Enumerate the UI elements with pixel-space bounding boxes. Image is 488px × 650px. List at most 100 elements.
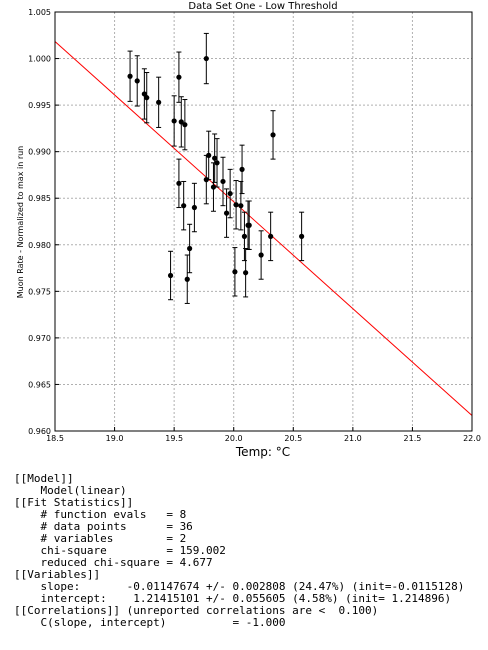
y-tick-label: 0.980 <box>28 241 51 250</box>
x-tick-label: 22.0 <box>463 434 481 443</box>
point-marker <box>233 202 239 208</box>
report-line: # data points = 36 <box>14 520 193 533</box>
point-marker <box>141 91 147 97</box>
point-marker <box>156 99 162 105</box>
point-marker <box>238 203 244 209</box>
data-point <box>176 158 182 209</box>
y-tick-label: 0.970 <box>28 334 51 343</box>
x-tick-label: 18.5 <box>46 434 64 443</box>
y-axis-label: Muon Rate - Normalized to max in run <box>16 146 25 299</box>
x-tick-label: 19.0 <box>106 434 124 443</box>
report-line: Model(linear) <box>14 484 127 497</box>
y-tick-label: 1.000 <box>28 55 51 64</box>
point-marker <box>268 233 274 239</box>
y-tick-label: 0.960 <box>28 427 51 436</box>
gridlines <box>55 12 472 431</box>
data-point <box>134 55 140 107</box>
point-marker <box>220 178 226 185</box>
point-marker <box>210 184 217 190</box>
data-point <box>187 223 193 274</box>
chart-title: Data Set One - Low Threshold <box>188 1 337 12</box>
data-point <box>127 50 133 102</box>
point-marker <box>171 118 177 124</box>
report-line: intercept: 1.21415101 +/- 0.055605 (4.58… <box>14 592 452 605</box>
point-marker <box>206 152 212 158</box>
point-marker <box>223 210 230 216</box>
point-marker <box>134 78 140 84</box>
point-marker <box>176 74 182 80</box>
data-point <box>181 180 187 231</box>
y-tick-label: 0.965 <box>28 380 51 389</box>
data-point <box>178 96 184 148</box>
data-point <box>241 211 248 262</box>
data-point <box>238 180 244 231</box>
data-point <box>239 144 245 195</box>
point-marker <box>182 122 188 128</box>
data-point <box>214 138 220 188</box>
x-tick-label: 21.0 <box>344 434 362 443</box>
y-tick-label: 0.975 <box>28 287 51 296</box>
report-line: # function evals = 8 <box>14 508 187 521</box>
data-point <box>144 72 150 124</box>
plot-frame <box>54 11 473 432</box>
y-tick-label: 0.985 <box>28 194 51 203</box>
data-point <box>223 188 230 238</box>
plot-border <box>54 11 473 432</box>
point-marker <box>258 252 264 258</box>
data-point <box>184 254 190 304</box>
data-point <box>176 51 182 103</box>
x-tick-label: 20.0 <box>225 434 243 443</box>
point-marker <box>239 166 245 172</box>
report-line: [[Correlations]] (unreported correlation… <box>14 604 379 617</box>
y-axis-ticks: 0.960 0.965 0.970 0.975 0.980 0.985 0.990 0.995… <box>28 8 59 436</box>
x-tick-label: 21.5 <box>404 434 422 443</box>
x-tick-label: 20.5 <box>284 434 302 443</box>
data-point <box>141 68 147 120</box>
point-marker <box>144 95 150 101</box>
data-point <box>203 32 209 85</box>
point-marker <box>299 233 305 239</box>
data-point <box>270 110 276 160</box>
report-line: C(slope, intercept) = -1.000 <box>14 616 286 629</box>
point-marker <box>187 245 193 252</box>
data-point <box>191 182 197 233</box>
report-line: [[Variables]] <box>14 568 101 581</box>
point-marker <box>184 276 190 282</box>
data-point <box>299 211 305 262</box>
data-point <box>156 76 162 128</box>
x-tick-label: 19.5 <box>165 434 183 443</box>
point-marker <box>227 190 233 197</box>
point-marker <box>214 160 220 166</box>
fit-line <box>54 41 473 416</box>
point-marker <box>212 155 218 161</box>
point-marker <box>270 132 276 138</box>
point-marker <box>203 55 209 62</box>
report-line: [[Model]] <box>14 472 74 485</box>
report-line: # variables = 2 <box>14 532 187 545</box>
point-marker <box>191 204 197 211</box>
point-marker <box>232 269 238 275</box>
data-point <box>258 230 264 280</box>
y-tick-label: 0.995 <box>28 101 51 110</box>
data-point <box>246 200 252 250</box>
y-tick-label: 1.005 <box>28 8 51 17</box>
report-line: [[Fit Statistics]] <box>14 496 134 509</box>
data-point <box>210 162 217 212</box>
report-line: chi-square = 159.002 <box>14 544 226 557</box>
point-marker <box>181 203 187 209</box>
chart: Data Set One - Low Threshold 18.5 19.0 19.… <box>16 1 481 459</box>
data-point <box>182 99 188 151</box>
fit-report: [[Model]] Model(linear) [[Fit Statistics]… <box>14 473 464 629</box>
point-marker <box>167 272 174 279</box>
report-line: reduced chi-square = 4.677 <box>14 556 213 569</box>
point-marker <box>241 233 248 239</box>
point-marker <box>176 180 182 186</box>
data-point <box>227 168 233 219</box>
y-tick-label: 0.990 <box>28 148 51 157</box>
point-marker <box>178 119 184 125</box>
report-line: slope: -0.01147674 +/- 0.002808 (24.47%)… <box>14 580 465 593</box>
data-point <box>206 130 212 181</box>
point-marker <box>243 270 249 276</box>
data-points <box>127 32 305 304</box>
data-point <box>171 95 177 147</box>
